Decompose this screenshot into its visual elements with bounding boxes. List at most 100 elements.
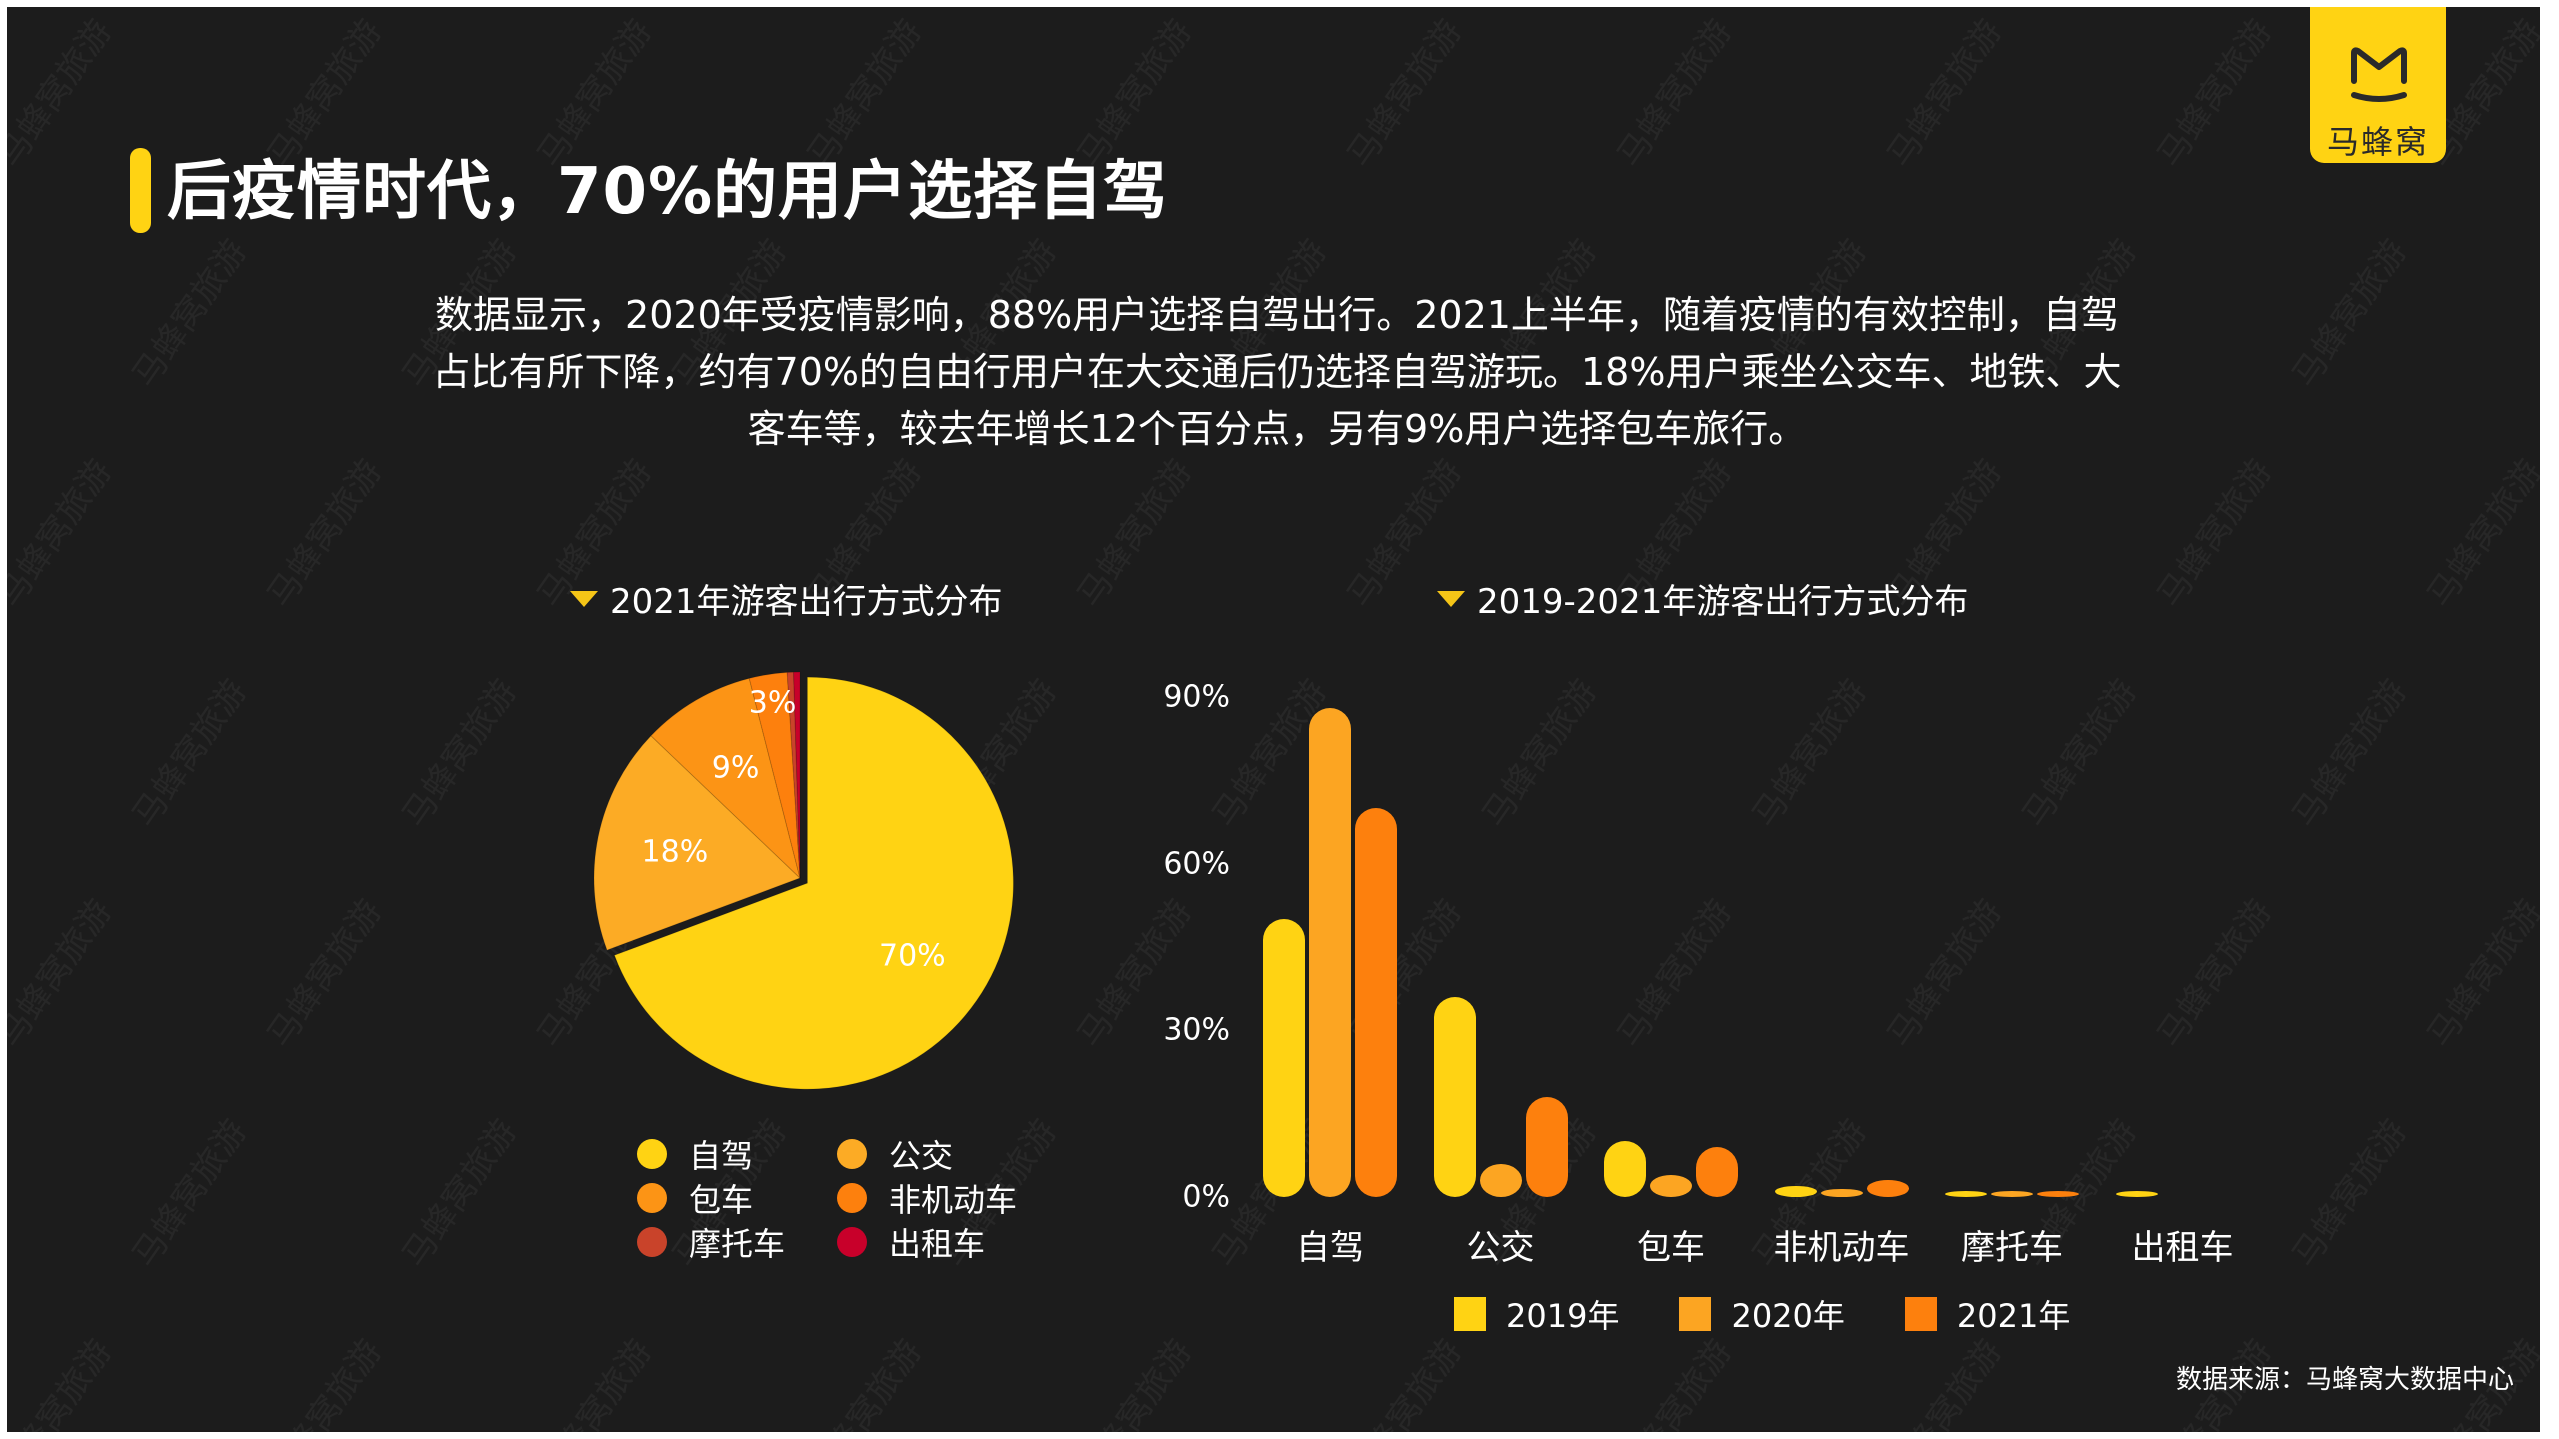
pie-data-label: 3%	[748, 685, 797, 721]
pie-legend: 自驾 公交 包车 非机动车 摩托车 出租车	[637, 1137, 1037, 1263]
bar-0-0	[1263, 919, 1305, 1197]
legend-item-chuzuche: 出租车	[837, 1225, 1037, 1263]
watermark-text: 马蜂窝旅游	[2419, 452, 2540, 615]
x-axis-category-label: 自驾	[1296, 1228, 1364, 1268]
x-axis-category-label: 包车	[1637, 1228, 1705, 1268]
legend-dot-icon	[637, 1227, 667, 1257]
legend-item-2020: 2020年	[1679, 1297, 1845, 1335]
pie-chart: 70% 18% 9% 3%	[577, 657, 1037, 1117]
watermark-text: 马蜂窝旅游	[1879, 892, 2011, 1055]
watermark-text: 马蜂窝旅游	[1069, 1332, 1201, 1432]
watermark-text: 马蜂窝旅游	[124, 1112, 256, 1275]
y-axis-tick-label: 60%	[1163, 846, 1230, 882]
legend-dot-icon	[837, 1183, 867, 1213]
summary-paragraph: 数据显示，2020年受疫情影响，88%用户选择自驾出行。2021上半年，随着疫情…	[432, 293, 2122, 451]
bar-3-2	[1866, 1180, 1909, 1197]
brand-logo: 马蜂窝	[2310, 7, 2446, 163]
bar-0-1	[1309, 708, 1351, 1197]
watermark-text: 马蜂窝旅游	[1609, 12, 1741, 175]
watermark-text: 马蜂窝旅游	[529, 1332, 661, 1432]
legend-item-motuoche: 摩托车	[637, 1225, 837, 1263]
bar-5-0	[2115, 1191, 2158, 1197]
legend-square-icon	[1679, 1297, 1712, 1331]
legend-item-feijidongche: 非机动车	[837, 1181, 1037, 1219]
x-axis-category-label: 非机动车	[1773, 1228, 1910, 1268]
legend-item-gongjiao: 公交	[837, 1137, 1037, 1175]
watermark-text: 马蜂窝旅游	[124, 232, 256, 395]
watermark-text: 马蜂窝旅游	[1474, 672, 1606, 835]
bar-4-1	[1991, 1191, 2033, 1197]
legend-dot-icon	[837, 1139, 867, 1169]
bar-1-0	[1433, 997, 1476, 1197]
watermark-text: 马蜂窝旅游	[259, 1332, 391, 1432]
watermark-text: 马蜂窝旅游	[1339, 1332, 1471, 1432]
bar-4-0	[1945, 1191, 1987, 1197]
watermark-text: 马蜂窝旅游	[7, 892, 121, 1055]
watermark-text: 马蜂窝旅游	[2284, 1112, 2416, 1275]
bar-2-1	[1650, 1174, 1692, 1197]
pie-data-label: 18%	[641, 834, 709, 870]
watermark-text: 马蜂窝旅游	[2284, 232, 2416, 395]
legend-item-baoche: 包车	[637, 1181, 837, 1219]
watermark-text: 马蜂窝旅游	[1879, 12, 2011, 175]
watermark-text: 马蜂窝旅游	[2149, 12, 2281, 175]
bar-2-0	[1604, 1141, 1646, 1197]
watermark-text: 马蜂窝旅游	[2419, 892, 2540, 1055]
watermark-text: 马蜂窝旅游	[259, 452, 391, 615]
legend-item-2019: 2019年	[1454, 1297, 1619, 1335]
pie-slice-2	[650, 677, 801, 880]
legend-dot-icon	[837, 1227, 867, 1257]
pie-slice-5	[793, 671, 801, 879]
pie-chart-title-text: 2021年游客出行方式分布	[610, 582, 1003, 622]
pie-data-label: 70%	[878, 938, 946, 974]
watermark-text: 马蜂窝旅游	[7, 1332, 121, 1432]
watermark-text: 马蜂窝旅游	[1609, 892, 1741, 1055]
watermark-text: 马蜂窝旅游	[2149, 452, 2281, 615]
bar-3-0	[1774, 1185, 1817, 1197]
data-source-note: 数据来源：马蜂窝大数据中心	[2175, 1365, 2514, 1395]
watermark-text: 马蜂窝旅游	[1879, 1332, 2011, 1432]
bar-chart-title-text: 2019-2021年游客出行方式分布	[1477, 582, 1969, 622]
pie-chart-title: 2021年游客出行方式分布	[570, 574, 1003, 623]
bar-1-2	[1525, 1097, 1568, 1197]
pie-chart-svg	[593, 671, 1014, 1090]
bar-chart-title: 2019-2021年游客出行方式分布	[1437, 574, 1968, 623]
pie-slice-1	[593, 735, 801, 951]
title-accent-bar	[130, 148, 151, 233]
legend-dot-icon	[637, 1139, 667, 1169]
watermark-text: 马蜂窝旅游	[2149, 892, 2281, 1055]
slide: 马蜂窝旅游 马蜂窝旅游 马蜂窝旅游 马蜂窝旅游 马蜂窝旅游 马蜂窝旅游 马蜂窝旅游 马蜂窝旅游…	[7, 7, 2540, 1432]
pie-data-label: 9%	[711, 750, 760, 786]
watermark-text: 马蜂窝旅游	[799, 1332, 931, 1432]
watermark-text: 马蜂窝旅游	[394, 1112, 526, 1275]
bar-3-1	[1820, 1188, 1863, 1197]
legend-item-2021: 2021年	[1904, 1297, 2070, 1335]
bar-4-2	[2037, 1191, 2079, 1197]
legend-square-icon	[1904, 1297, 1937, 1331]
watermark-text: 马蜂窝旅游	[394, 672, 526, 835]
watermark-text: 马蜂窝旅游	[259, 892, 391, 1055]
pie-slice-4	[786, 671, 801, 879]
legend-square-icon	[1454, 1297, 1486, 1331]
pie-slice-3	[748, 671, 801, 879]
watermark-text: 马蜂窝旅游	[7, 452, 121, 615]
watermark-text: 马蜂窝旅游	[124, 672, 256, 835]
mafengwo-m-smile-icon	[2351, 47, 2407, 102]
x-axis-category-label: 摩托车	[1961, 1228, 2063, 1268]
page-title: 后疫情时代，70%的用户选择自驾	[167, 155, 1169, 229]
y-axis-tick-label: 90%	[1163, 679, 1230, 715]
watermark-text: 马蜂窝旅游	[2014, 672, 2146, 835]
watermark-text: 马蜂窝旅游	[1609, 1332, 1741, 1432]
bar-1-1	[1479, 1163, 1522, 1197]
triangle-down-icon	[1437, 590, 1465, 607]
bar-2-2	[1696, 1147, 1738, 1197]
watermark-text: 马蜂窝旅游	[7, 12, 121, 175]
legend-dot-icon	[637, 1183, 667, 1213]
watermark-text: 马蜂窝旅游	[1339, 12, 1471, 175]
watermark-text: 马蜂窝旅游	[2284, 672, 2416, 835]
triangle-down-icon	[570, 590, 598, 607]
x-axis-category-label: 公交	[1466, 1228, 1535, 1268]
watermark-text: 马蜂窝旅游	[1744, 672, 1876, 835]
x-axis-category-label: 出租车	[2131, 1228, 2234, 1268]
watermark-text: 马蜂窝旅游	[1069, 452, 1201, 615]
